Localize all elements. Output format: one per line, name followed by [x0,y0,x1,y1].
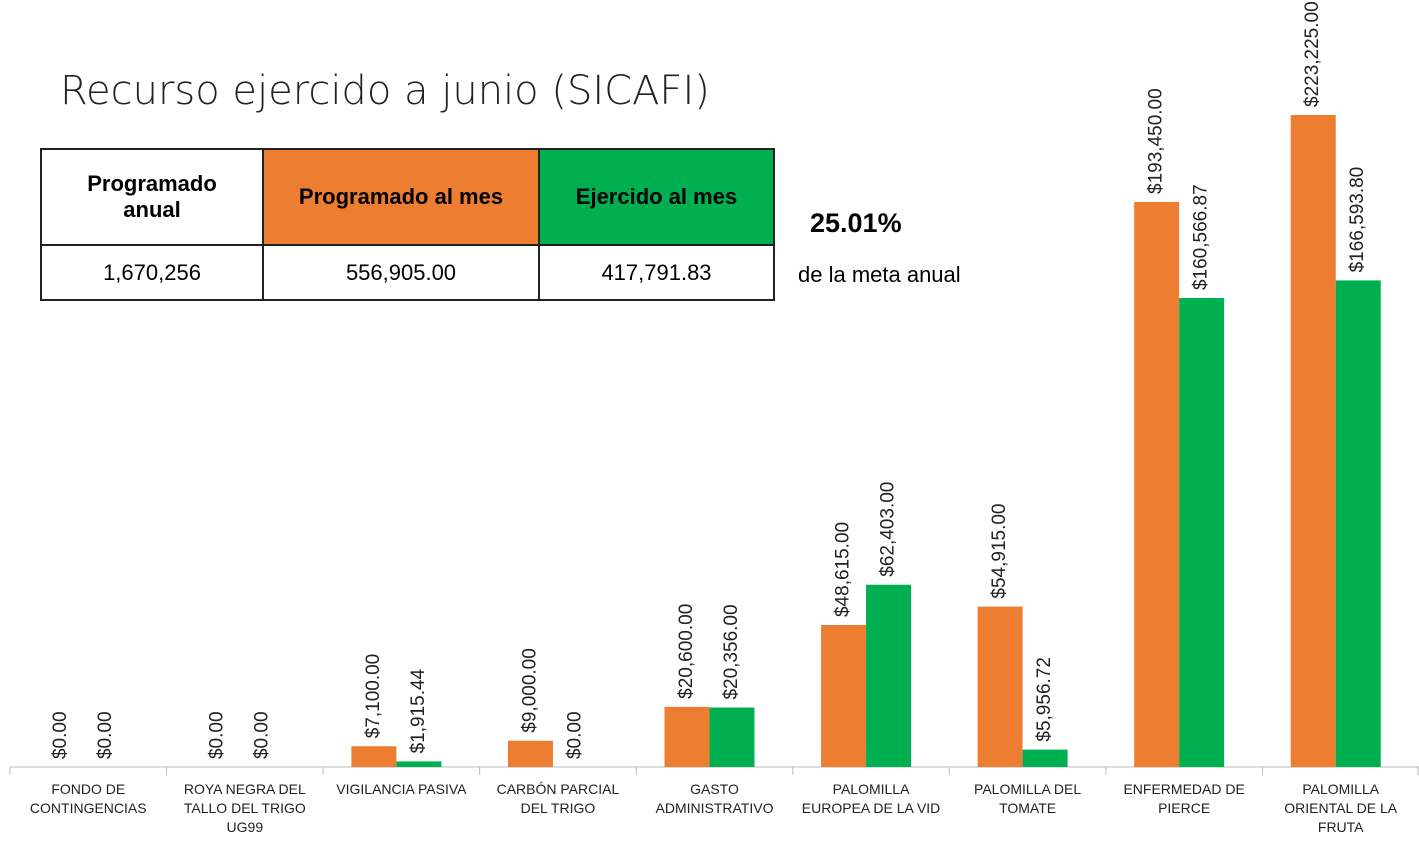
x-tick-label: PALOMILLA DEL TOMATE [974,781,1082,816]
bar [821,625,867,767]
value-label: $223,225.00 [1302,1,1323,107]
header-cell: Programado anual [40,148,264,246]
cell: 417,791.83 [538,244,775,301]
value-label: $48,615.00 [833,522,854,617]
cell: 556,905.00 [262,244,540,301]
x-tick-label: ROYA NEGRA DEL TALLO DEL TRIGO UG99 [183,781,306,835]
value-label: $166,593.80 [1347,167,1368,273]
summary-table: Programado anual Programado al mes Ejerc… [40,148,775,301]
x-tick-label: CARBÓN PARCIAL DEL TRIGO [496,781,620,816]
bar [664,706,710,767]
percentage-caption: de la meta anual [798,262,961,287]
x-tick-label: ENFERMEDAD DE PIERCE [1123,781,1245,816]
x-tick-label: PALOMILLA ORIENTAL DE LA FRUTA [1284,781,1398,835]
value-label: $62,403.00 [878,482,899,577]
x-tick-label: FONDO DE CONTINGENCIAS [29,781,147,816]
value-label: $160,566.87 [1191,184,1212,290]
bar [351,746,397,767]
bar [1022,749,1068,767]
bar [396,761,442,767]
bar [1335,280,1381,767]
bar [977,606,1023,767]
title: Recurso ejercido a junio (SICAFI) [60,68,710,114]
value-label: $20,356.00 [721,604,742,699]
cell: 1,670,256 [40,244,264,301]
bar [507,740,553,767]
x-tick-label: GASTO ADMINISTRATIVO [655,781,774,816]
bar [709,707,755,767]
value-label: $0.00 [251,711,272,759]
value-label: $193,450.00 [1146,88,1167,194]
value-label: $0.00 [564,711,585,759]
value-label: $54,915.00 [989,504,1010,599]
header-cell: Programado al mes [262,148,540,246]
bar [1290,115,1336,767]
x-tick-label: PALOMILLA EUROPEA DE LA VID [801,781,941,816]
value-label: $20,600.00 [676,604,697,699]
value-label: $0.00 [50,711,71,759]
bar [866,584,912,767]
bar [1134,201,1180,767]
value-label: $1,915.44 [408,668,429,753]
value-label: $7,100.00 [363,654,384,739]
header-cell: Ejercido al mes [538,148,775,246]
value-label: $9,000.00 [519,648,540,733]
value-label: $5,956.72 [1034,657,1055,742]
bar [1179,298,1225,767]
value-label: $0.00 [95,711,116,759]
percentage: 25.01% [810,208,902,238]
x-tick-label: VIGILANCIA PASIVA [336,781,467,797]
value-label: $0.00 [206,711,227,759]
